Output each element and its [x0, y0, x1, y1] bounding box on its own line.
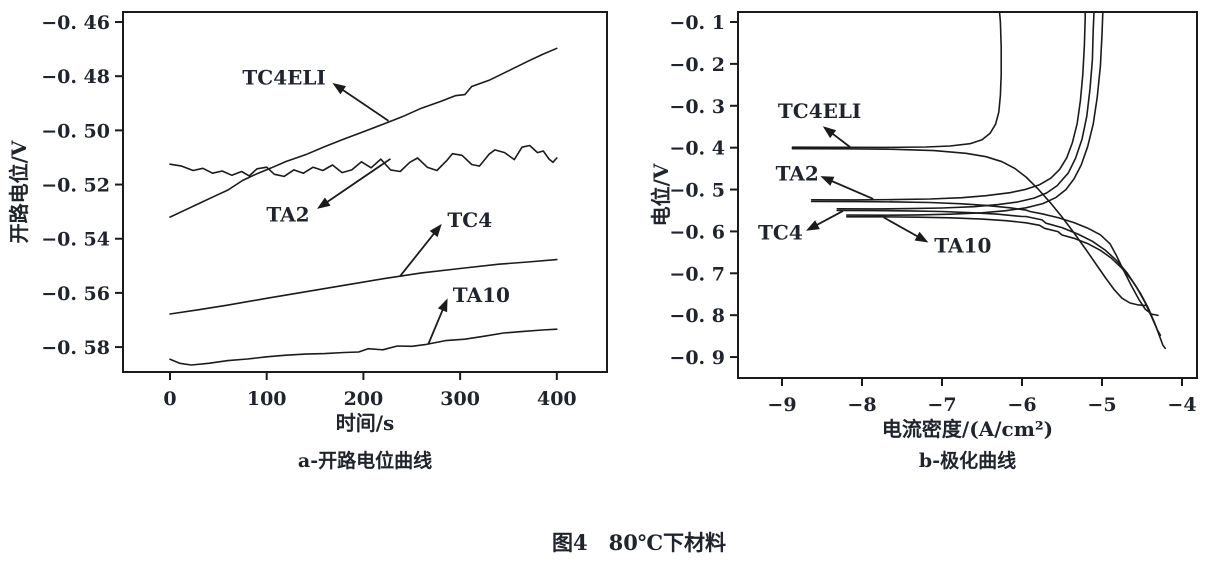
- y-tick-label: −0. 8: [669, 305, 725, 327]
- annotation-label-TA2: TA2: [266, 202, 309, 226]
- plot-frame: [122, 11, 608, 373]
- series-TC4ELI-line: [791, 12, 1003, 149]
- annotation-arrowhead-TC4: [429, 223, 442, 238]
- y-tick-label: −0. 5: [669, 180, 725, 202]
- chart-a-subtitle: a-开路电位曲线: [297, 450, 433, 472]
- annotation-label-TA2: TA2: [776, 162, 819, 186]
- series-TA2-line: [810, 12, 1087, 201]
- annotation-label-TA10: TA10: [934, 234, 991, 258]
- x-tick-label: 200: [344, 388, 384, 410]
- x-tick-label: −9: [767, 394, 796, 416]
- y-tick-label: −0. 48: [41, 66, 110, 88]
- y-tick-label: −0. 7: [669, 263, 725, 285]
- annotation-label-TC4: TC4: [758, 220, 803, 244]
- x-tick-label: −5: [1087, 394, 1116, 416]
- series-TA2-line: [810, 200, 1159, 317]
- series-TC4-line: [836, 209, 1162, 337]
- x-tick-label: −6: [1007, 394, 1036, 416]
- annotation-arrow-TC4ELI: [831, 132, 851, 148]
- x-tick-label: −8: [847, 394, 876, 416]
- annotation-label-TC4ELI: TC4ELI: [778, 99, 861, 123]
- annotation-arrowhead-TC4ELI: [332, 82, 347, 95]
- y-tick-label: −0. 52: [41, 175, 110, 197]
- annotation-label-TC4: TC4: [447, 208, 492, 232]
- x-tick-label: −7: [927, 394, 956, 416]
- annotation-label-TA10: TA10: [453, 283, 510, 307]
- figure-caption: 图4 80℃下材料: [552, 530, 726, 555]
- annotation-arrow-TA10: [427, 308, 445, 345]
- x-tick-label: 400: [537, 388, 577, 410]
- y-tick-label: −0. 46: [41, 12, 110, 34]
- y-tick-label: −0. 2: [669, 54, 725, 76]
- annotation-arrow-TA10: [883, 216, 920, 238]
- annotation-arrowhead-TC4: [806, 220, 820, 231]
- y-tick-label: −0. 54: [41, 229, 110, 251]
- annotation-arrowhead-TA10: [914, 231, 929, 243]
- chart-b-subtitle: b-极化曲线: [918, 450, 1017, 472]
- series-TA10-line: [846, 12, 1104, 216]
- chart-a-open-circuit-potential: 0 100 200 300 400 −0. 46 −0. 48 −0. 50 −0. 52 −0.…: [7, 11, 608, 435]
- series-TA10-line: [169, 328, 558, 366]
- y-tick-label: −0. 4: [669, 138, 725, 160]
- series-TA2-line: [169, 144, 558, 178]
- y-tick-label: −0. 56: [41, 283, 110, 305]
- annotation-arrow-TC4ELI: [341, 88, 390, 122]
- plot-frame: [737, 11, 1198, 379]
- annotation-arrowhead-TA2: [316, 197, 331, 209]
- annotation-arrowhead-TA10: [437, 298, 448, 313]
- y-tick-label: −0. 6: [669, 221, 725, 243]
- chart-b-polarization-curves: −9 −8 −7 −6 −5 −4 −0. 1 −0. 2 −0. 3 −0. 4 −0. 5 −0.…: [649, 11, 1198, 441]
- x-tick-label: 0: [163, 388, 176, 410]
- annotation-arrow-TA2: [325, 158, 391, 204]
- series-TC4-line: [836, 12, 1095, 210]
- y-tick-label: −0. 9: [669, 347, 725, 369]
- x-tick-label: −4: [1167, 394, 1196, 416]
- annotation-label-TC4ELI: TC4ELI: [242, 66, 325, 90]
- series-TC4ELI-line: [791, 147, 1147, 307]
- y-tick-label: −0. 58: [41, 337, 110, 359]
- series-TA10-line: [846, 216, 1167, 350]
- y-tick-label: −0. 50: [41, 120, 110, 142]
- annotation-arrow-TC4: [399, 231, 436, 277]
- x-tick-label: 100: [247, 388, 287, 410]
- annotation-arrow-TC4: [815, 210, 844, 227]
- x-tick-label: 300: [440, 388, 480, 410]
- series-TC4-line: [169, 258, 558, 315]
- y-tick-label: −0. 3: [669, 96, 725, 118]
- series-TC4ELI-line: [169, 47, 558, 218]
- annotation-arrowhead-TC4ELI: [822, 126, 837, 139]
- x-axis-title: 电流密度/(A/cm²): [882, 417, 1053, 441]
- y-axis-title: 电位/V: [649, 163, 673, 226]
- x-axis-title: 时间/s: [336, 411, 395, 435]
- annotation-arrow-TA2: [830, 179, 874, 200]
- annotation-arrowhead-TA2: [820, 176, 835, 186]
- y-tick-label: −0. 1: [669, 12, 725, 34]
- y-axis-title: 开路电位/V: [7, 140, 31, 243]
